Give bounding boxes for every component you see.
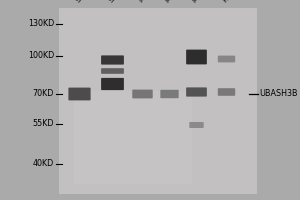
FancyBboxPatch shape [186,87,207,97]
FancyBboxPatch shape [218,88,235,96]
Text: 55KD: 55KD [32,119,54,129]
Text: Mouse spleen: Mouse spleen [165,0,205,4]
FancyBboxPatch shape [132,90,153,98]
Text: 130KD: 130KD [28,20,54,28]
FancyBboxPatch shape [101,68,124,74]
Text: Mouse lung: Mouse lung [192,0,226,4]
Text: SW620: SW620 [75,0,98,4]
FancyBboxPatch shape [101,78,124,90]
FancyBboxPatch shape [160,90,178,98]
FancyBboxPatch shape [101,55,124,65]
Bar [74,91,192,184]
Text: Rat brain: Rat brain [222,0,250,4]
FancyBboxPatch shape [218,56,235,62]
Text: 40KD: 40KD [33,160,54,168]
Text: UBASH3B: UBASH3B [260,90,298,98]
Text: 70KD: 70KD [33,90,54,98]
FancyBboxPatch shape [189,122,204,128]
FancyBboxPatch shape [186,50,207,64]
Bar [58,8,256,194]
Text: 100KD: 100KD [28,51,54,60]
FancyBboxPatch shape [68,88,91,100]
Text: Mouse brain: Mouse brain [138,0,174,4]
Text: SKOV3: SKOV3 [108,0,130,4]
